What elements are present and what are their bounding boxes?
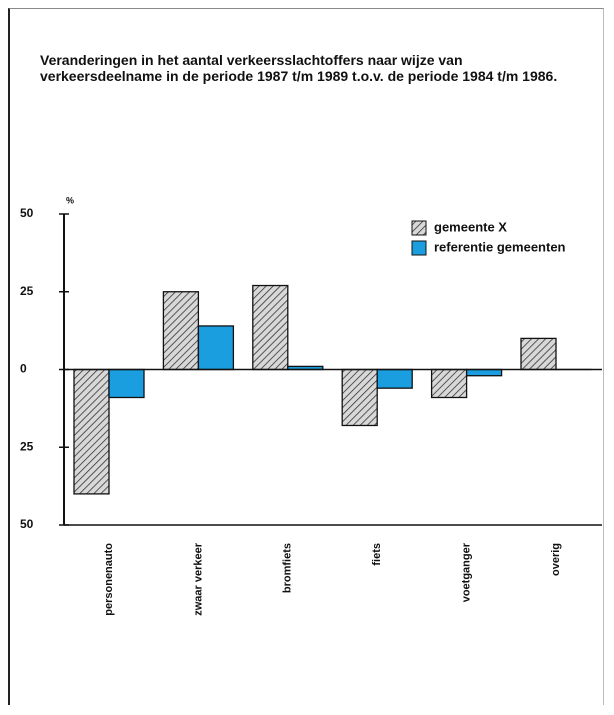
y-tick-label: 50 (20, 517, 34, 531)
frame (8, 8, 604, 705)
legend-swatch (411, 240, 427, 256)
x-tick-label: fiets (371, 543, 383, 566)
bar (376, 368, 413, 389)
y-tick-label: 50 (20, 206, 34, 220)
x-tick-label: bromfiets (282, 543, 294, 593)
bar (341, 368, 378, 427)
bar (252, 284, 289, 371)
y-tick-label: 0 (20, 362, 27, 376)
x-tick-label: zwaar verkeer (192, 542, 204, 615)
x-tick-label: personenauto (103, 543, 115, 616)
bar (430, 368, 468, 399)
bar (162, 291, 200, 371)
legend-label: gemeente X (434, 219, 507, 234)
x-tick-label: voetganger (461, 542, 473, 602)
bar (197, 325, 235, 371)
y-axis-label: % (66, 195, 74, 205)
bar (108, 368, 145, 399)
bar (73, 368, 110, 495)
y-tick-label: 25 (20, 439, 34, 453)
legend-swatch (411, 220, 427, 236)
chart-title: Veranderingen in het aantal verkeersslac… (40, 52, 558, 84)
y-tick-label: 25 (20, 284, 34, 298)
legend-label: referentie gemeenten (434, 239, 566, 254)
x-tick-label: overig (550, 543, 562, 576)
bar (465, 368, 503, 377)
bar (520, 337, 557, 371)
